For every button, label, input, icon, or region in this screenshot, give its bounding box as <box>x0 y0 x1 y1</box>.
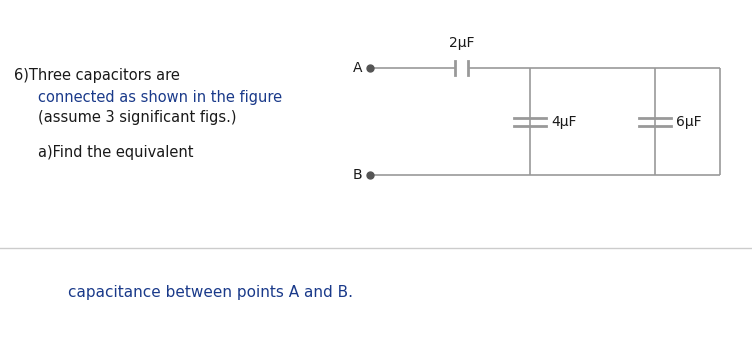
Text: connected as shown in the figure: connected as shown in the figure <box>38 90 282 105</box>
Text: A: A <box>353 61 362 75</box>
Text: 6)Three capacitors are: 6)Three capacitors are <box>14 68 180 83</box>
Text: a)Find the equivalent: a)Find the equivalent <box>38 145 193 160</box>
Text: B: B <box>353 168 362 182</box>
Text: 6μF: 6μF <box>676 115 702 129</box>
Text: capacitance between points A and B.: capacitance between points A and B. <box>68 285 353 300</box>
Text: 4μF: 4μF <box>551 115 577 129</box>
Text: (assume 3 significant figs.): (assume 3 significant figs.) <box>38 110 236 125</box>
Text: 2μF: 2μF <box>449 36 475 50</box>
